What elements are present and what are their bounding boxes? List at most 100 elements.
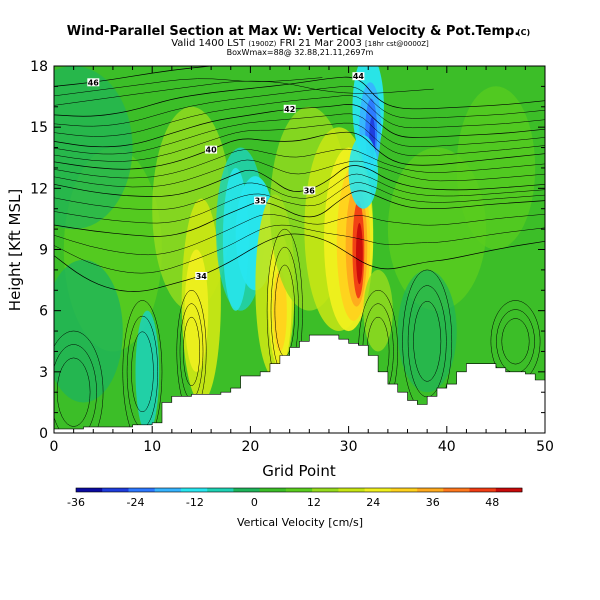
x-axis-label: Grid Point bbox=[262, 462, 336, 480]
theta-contour-loop bbox=[501, 318, 530, 365]
contour-label-text: 40 bbox=[206, 146, 218, 155]
colorbar-tick-label: -36 bbox=[67, 496, 85, 509]
y-tick-label: 12 bbox=[30, 181, 48, 197]
contour-label: 40 bbox=[205, 145, 218, 155]
colorbar-tick-label: 0 bbox=[251, 496, 258, 509]
contour-label-text: 35 bbox=[255, 197, 267, 206]
contour-labels: 34 35 36 40 42 44 46 bbox=[87, 72, 365, 281]
colorbar-swatch bbox=[102, 488, 129, 492]
valid-date: FRI 21 Mar 2003 bbox=[280, 38, 362, 49]
colorbar-swatch bbox=[469, 488, 497, 492]
velocity-cell bbox=[363, 269, 393, 352]
theta-contour-minor bbox=[54, 148, 545, 179]
velocity-cell bbox=[397, 269, 457, 393]
velocity-cell bbox=[184, 249, 209, 372]
theta-contour-40 bbox=[54, 131, 545, 170]
colorbar-swatch bbox=[154, 488, 182, 492]
y-tick-label: 15 bbox=[30, 120, 48, 136]
theta-contour-35 bbox=[54, 190, 545, 237]
y-tick-label: 3 bbox=[39, 365, 48, 381]
theta-contour-minor bbox=[54, 113, 545, 155]
valid-time: Valid 1400 LST bbox=[171, 38, 246, 49]
velocity-cell bbox=[356, 223, 363, 285]
contour-label-text: 34 bbox=[196, 272, 208, 281]
velocity-cell bbox=[54, 259, 123, 403]
theta-contour-loop bbox=[54, 344, 97, 433]
colorbar-tick-label: 48 bbox=[485, 496, 499, 509]
contour-label-text: 42 bbox=[284, 105, 295, 114]
colorbar-swatch bbox=[207, 488, 234, 492]
theta-contour-minor bbox=[54, 86, 545, 127]
x-tick-label: 50 bbox=[536, 439, 554, 455]
y-tick-label: 6 bbox=[39, 304, 48, 320]
theta-contour-42 bbox=[54, 104, 545, 148]
contour-label: 44 bbox=[352, 72, 365, 81]
colorbar-label: Vertical Velocity [cm/s] bbox=[237, 516, 363, 529]
contour-label-text: 36 bbox=[304, 186, 316, 195]
velocity-cell bbox=[54, 66, 133, 230]
contour-label: 36 bbox=[303, 186, 316, 195]
theta-contours bbox=[54, 66, 545, 292]
colorbar-swatch bbox=[495, 488, 523, 492]
y-axis-label: Height [Kft MSL] bbox=[6, 189, 24, 311]
theta-contour-46 bbox=[54, 66, 212, 87]
colorbar-tick-label: -24 bbox=[127, 496, 145, 509]
x-tick-label: 30 bbox=[340, 439, 358, 455]
colorbar-tick-label: 36 bbox=[426, 496, 440, 509]
max-info-line: BoxWmax=88@ 32.88,21.11,2697m bbox=[227, 48, 374, 57]
contour-label: 34 bbox=[195, 272, 208, 281]
valid-utc: (1900Z) bbox=[248, 40, 276, 48]
theta-contour-minor bbox=[54, 159, 545, 188]
x-tick-label: 0 bbox=[50, 439, 59, 455]
theta-contour-36 bbox=[54, 165, 545, 197]
colorbar-tick-label: 24 bbox=[366, 496, 380, 509]
colorbar-swatch bbox=[338, 488, 365, 492]
y-tick-label: 0 bbox=[39, 426, 48, 442]
colorbar-tick-label: 12 bbox=[307, 496, 321, 509]
colorbar-tick-label: -12 bbox=[186, 496, 204, 509]
colorbar-swatch bbox=[259, 488, 287, 492]
colorbar-swatch bbox=[417, 488, 444, 492]
theta-contour-minor bbox=[54, 77, 323, 97]
contour-label-text: 46 bbox=[88, 78, 100, 87]
contour-label-text: 44 bbox=[353, 72, 365, 81]
theta-contour-loop bbox=[54, 330, 104, 433]
copyright-mark: (C) bbox=[517, 28, 530, 37]
theta-contour-minor bbox=[54, 122, 545, 162]
colorbar-swatch bbox=[364, 488, 392, 492]
terrain-mask bbox=[54, 334, 545, 433]
theta-contour-minor bbox=[54, 80, 434, 106]
velocity-cell bbox=[348, 135, 378, 209]
theta-contour-minor bbox=[54, 224, 545, 274]
velocity-cell bbox=[273, 269, 287, 352]
colorbar-swatch bbox=[128, 488, 156, 492]
theta-contour-minor bbox=[54, 213, 545, 256]
x-tick-label: 10 bbox=[143, 439, 161, 455]
colorbar-swatch bbox=[390, 488, 418, 492]
x-tick-label: 40 bbox=[438, 439, 456, 455]
velocity-cell bbox=[135, 310, 160, 433]
velocity-cell bbox=[222, 167, 249, 311]
forecast-hour: [18hr cst@0000Z] bbox=[365, 40, 429, 48]
colorbar-swatch bbox=[312, 488, 339, 492]
theta-contour-loop bbox=[413, 301, 442, 382]
theta-contour-loop bbox=[183, 316, 200, 386]
theta-contour-loop bbox=[122, 300, 163, 433]
chart-title: Wind-Parallel Section at Max W: Vertical… bbox=[67, 24, 520, 39]
y-tick-label: 18 bbox=[30, 59, 48, 75]
colorbar-swatch bbox=[233, 488, 260, 492]
y-tick-label: 9 bbox=[39, 243, 48, 259]
theta-contour-34 bbox=[54, 233, 545, 292]
colorbar-swatch bbox=[76, 488, 103, 492]
valid-line: Valid 1400 LST (1900Z) FRI 21 Mar 2003 [… bbox=[171, 38, 429, 49]
velocity-cell bbox=[456, 86, 536, 250]
contour-label: 46 bbox=[87, 78, 100, 87]
colorbar-swatch bbox=[285, 488, 313, 492]
theta-contour-loop bbox=[131, 331, 154, 413]
colorbar-swatch bbox=[180, 488, 208, 492]
theta-contour-44 bbox=[54, 76, 545, 117]
plot-area: 34 35 36 40 42 44 46 bbox=[54, 66, 545, 433]
contour-label: 42 bbox=[283, 104, 296, 114]
